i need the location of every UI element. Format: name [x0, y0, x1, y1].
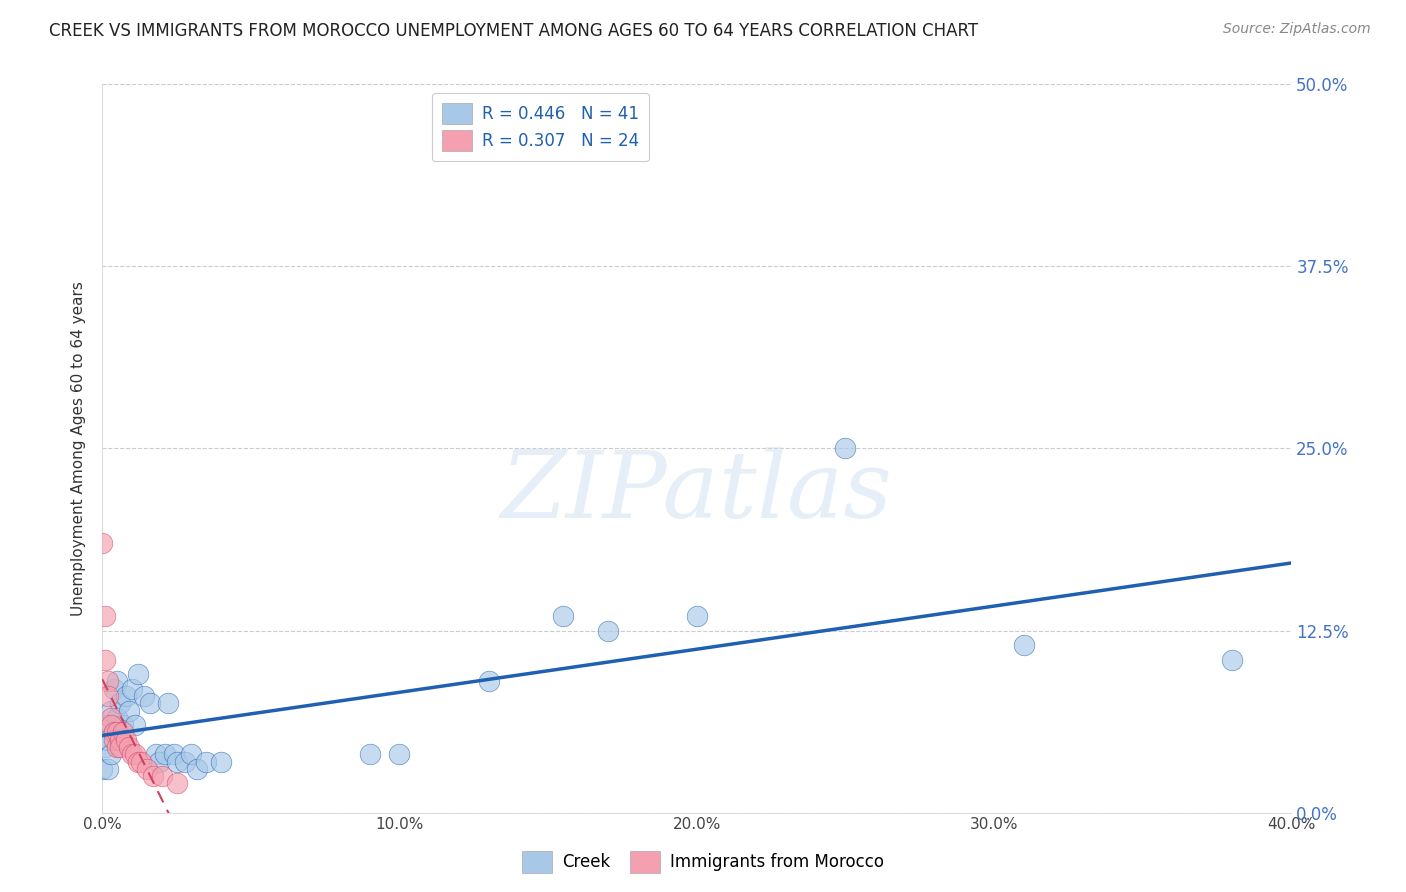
Point [108, 732, 131, 747]
Point [115, 732, 138, 747]
Point [105, 674, 128, 689]
Point [97, 732, 120, 747]
Point [97, 762, 120, 776]
Point [209, 755, 232, 769]
Point [108, 739, 131, 754]
Point [686, 609, 709, 624]
Point [834, 442, 856, 456]
Point [132, 689, 155, 703]
Point [105, 725, 128, 739]
Point [103, 681, 125, 696]
Point [150, 769, 173, 783]
Point [103, 725, 125, 739]
Point [139, 696, 162, 710]
Point [94, 653, 117, 667]
Point [1012, 638, 1035, 652]
Point [162, 747, 184, 762]
Point [166, 776, 188, 790]
Point [94, 718, 117, 732]
Point [100, 711, 122, 725]
Point [108, 696, 131, 710]
Point [94, 739, 117, 754]
Point [478, 674, 501, 689]
Point [1220, 653, 1243, 667]
Point [145, 747, 167, 762]
Point [103, 732, 125, 747]
Point [129, 755, 152, 769]
Point [111, 725, 134, 739]
Point [97, 674, 120, 689]
Point [108, 732, 131, 747]
Point [142, 769, 165, 783]
Point [551, 609, 574, 624]
Point [105, 739, 128, 754]
Point [94, 609, 117, 624]
Text: Source: ZipAtlas.com: Source: ZipAtlas.com [1223, 22, 1371, 37]
Point [118, 704, 141, 718]
Point [124, 718, 146, 732]
Point [97, 689, 120, 703]
Text: ZIPatlas: ZIPatlas [501, 447, 893, 537]
Point [127, 755, 149, 769]
Text: CREEK VS IMMIGRANTS FROM MOROCCO UNEMPLOYMENT AMONG AGES 60 TO 64 YEARS CORRELAT: CREEK VS IMMIGRANTS FROM MOROCCO UNEMPLO… [49, 22, 979, 40]
Point [174, 755, 197, 769]
Point [148, 755, 170, 769]
Point [180, 747, 202, 762]
Point [186, 762, 208, 776]
Point [135, 762, 157, 776]
Point [124, 747, 146, 762]
Point [121, 681, 143, 696]
Point [156, 696, 179, 710]
Legend: Creek, Immigrants from Morocco: Creek, Immigrants from Morocco [515, 845, 891, 880]
Point [105, 711, 128, 725]
Point [100, 747, 122, 762]
Point [359, 747, 381, 762]
Point [111, 718, 134, 732]
Point [103, 725, 125, 739]
Point [127, 667, 149, 681]
Point [121, 747, 143, 762]
Point [195, 755, 218, 769]
Point [91, 536, 114, 550]
Point [153, 747, 176, 762]
Point [166, 755, 188, 769]
Y-axis label: Unemployment Among Ages 60 to 64 years: Unemployment Among Ages 60 to 64 years [72, 281, 86, 616]
Point [100, 718, 122, 732]
Legend: R = 0.446   N = 41, R = 0.307   N = 24: R = 0.446 N = 41, R = 0.307 N = 24 [432, 93, 648, 161]
Point [118, 739, 141, 754]
Point [115, 689, 138, 703]
Point [596, 624, 619, 638]
Point [388, 747, 411, 762]
Point [91, 762, 114, 776]
Point [100, 704, 122, 718]
